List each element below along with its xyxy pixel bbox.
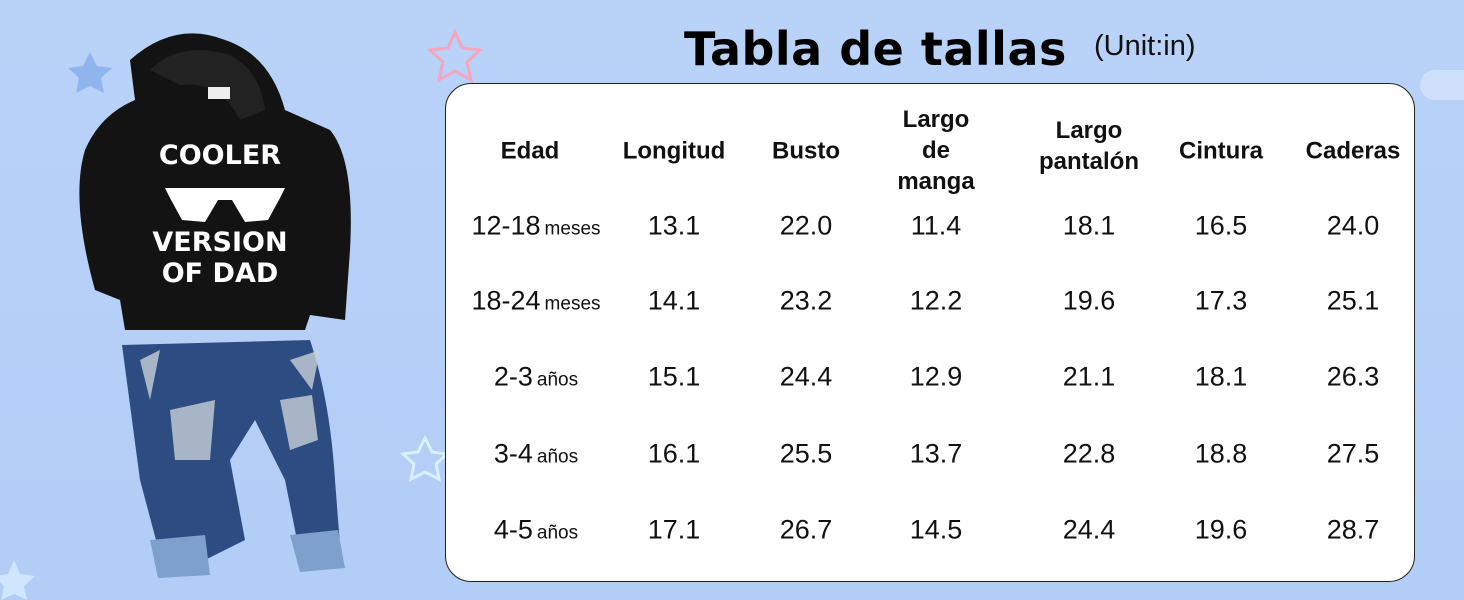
column-header: Edad: [501, 135, 560, 166]
age-cell: 3-4 años: [494, 439, 578, 470]
header-line: Largo: [1055, 116, 1123, 144]
size-value: 13.1: [647, 210, 701, 241]
age-cell: 12-18 meses: [471, 211, 600, 242]
header-line: Edad: [500, 137, 560, 165]
age-range: 18-24: [471, 285, 541, 316]
size-value: 28.7: [1326, 514, 1380, 545]
star: [68, 52, 112, 93]
age-unit: años: [536, 446, 579, 468]
jeans-cuff: [150, 530, 345, 578]
size-value: 15.1: [647, 361, 701, 392]
jeans-distress: [140, 350, 320, 460]
star: [0, 560, 35, 600]
size-value: 25.5: [779, 438, 833, 469]
size-value: 22.8: [1062, 438, 1116, 469]
spacer: [150, 171, 290, 227]
age-range: 12-18: [471, 210, 541, 241]
age-cell: 18-24 meses: [471, 286, 600, 317]
header-line: Cintura: [1179, 137, 1263, 165]
size-value: 27.5: [1326, 438, 1380, 469]
age-unit: meses: [544, 293, 601, 315]
header-line: de: [921, 137, 951, 165]
size-value: 24.4: [1062, 514, 1116, 545]
age-range: 2-3: [493, 361, 533, 392]
size-value: 19.6: [1062, 285, 1116, 316]
size-value: 14.1: [647, 285, 701, 316]
cloud: [1420, 70, 1464, 100]
size-value: 16.5: [1194, 210, 1248, 241]
size-value: 25.1: [1326, 285, 1380, 316]
size-value: 11.4: [910, 210, 962, 241]
jeans: [122, 340, 340, 560]
size-value: 22.0: [779, 210, 833, 241]
age-cell: 4-5 años: [494, 515, 578, 546]
size-value: 19.6: [1194, 514, 1248, 545]
size-value: 12.2: [909, 285, 963, 316]
star: [426, 28, 484, 83]
size-value: 18.8: [1194, 438, 1248, 469]
age-unit: años: [536, 522, 579, 544]
print-line: OF DAD: [161, 258, 279, 290]
size-value: 21.1: [1062, 361, 1116, 392]
hood: [150, 50, 265, 120]
size-value: 24.0: [1326, 210, 1380, 241]
title: Tabla de tallas: [684, 22, 1067, 76]
age-cell: 2-3 años: [494, 362, 578, 393]
age-range: 4-5: [493, 514, 533, 545]
header-line: pantalón: [1039, 148, 1139, 175]
print-line: VERSION: [152, 227, 288, 259]
header-line: Busto: [772, 137, 840, 165]
column-header: Longitud: [623, 135, 726, 166]
sunglasses: [165, 188, 285, 222]
size-value: 16.1: [647, 438, 701, 469]
tag: [208, 87, 230, 99]
column-header: Largo de manga: [897, 104, 974, 198]
size-value: 13.7: [909, 438, 963, 469]
print-line: COOLER: [158, 140, 282, 171]
size-value: 18.1: [1062, 210, 1116, 241]
column-header: Caderas: [1306, 135, 1401, 166]
column-header: Cintura: [1179, 135, 1263, 166]
age-unit: años: [536, 369, 579, 391]
column-header: Largo pantalón: [1039, 115, 1139, 177]
size-table: Edad Longitud Busto Largo de manga Largo pantal…: [445, 83, 1415, 582]
unit: (Unit:in): [1094, 30, 1196, 62]
star: [399, 434, 451, 482]
column-header: Busto: [772, 135, 840, 166]
size-value: 17.3: [1194, 285, 1248, 316]
header-line: Longitud: [622, 137, 726, 165]
age-range: 3-4: [493, 438, 533, 469]
age-unit: meses: [544, 218, 601, 240]
header-line: manga: [897, 168, 975, 196]
header-line: Caderas: [1305, 137, 1401, 165]
size-value: 14.5: [909, 514, 963, 545]
size-value: 18.1: [1194, 361, 1248, 392]
size-value: 17.1: [647, 514, 701, 545]
hoodie-print: COOLER VERSION OF DAD: [150, 140, 290, 289]
header-line: Largo: [902, 106, 970, 134]
size-value: 23.2: [779, 285, 833, 316]
size-value: 26.7: [779, 514, 833, 545]
size-value: 12.9: [909, 361, 963, 392]
size-value: 26.3: [1326, 361, 1380, 392]
hoodie: [79, 33, 351, 330]
size-value: 24.4: [779, 361, 833, 392]
